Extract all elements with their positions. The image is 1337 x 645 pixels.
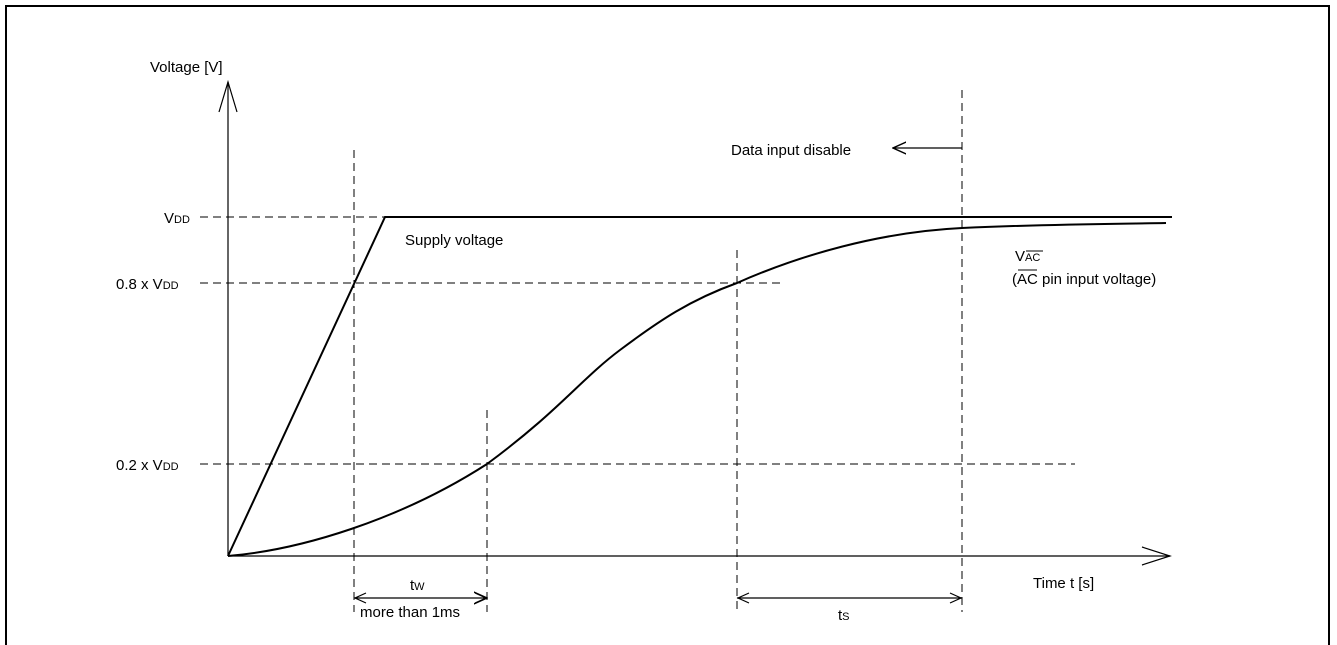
vac-label: VAC [1015, 248, 1040, 265]
data-input-disable-label: Data input disable [731, 142, 851, 159]
vdd-label: VDD [164, 210, 190, 227]
vac-description: (AC pin input voltage) [1012, 271, 1156, 288]
vdd-80-label: 0.8 x VDD [116, 276, 179, 293]
supply-voltage-curve [227, 216, 1172, 557]
ts-arrowhead-right [949, 592, 963, 604]
diagram-frame [5, 5, 1330, 645]
x-axis-arrowhead [1141, 546, 1172, 566]
ts-arrowhead-left [736, 592, 750, 604]
x-axis-label: Time t [s] [1033, 575, 1094, 592]
tw-note: more than 1ms [360, 604, 460, 621]
vac-curve [227, 222, 1167, 557]
tw-arrowhead-right [474, 592, 488, 604]
supply-voltage-label: Supply voltage [405, 232, 503, 249]
tw-arrowhead-left [353, 592, 367, 604]
y-axis-label: Voltage [V] [150, 59, 223, 76]
ts-label: tS [838, 607, 850, 624]
tw-label: tW [410, 577, 425, 594]
y-axis-arrowhead [218, 79, 238, 113]
vdd-20-label: 0.2 x VDD [116, 457, 179, 474]
